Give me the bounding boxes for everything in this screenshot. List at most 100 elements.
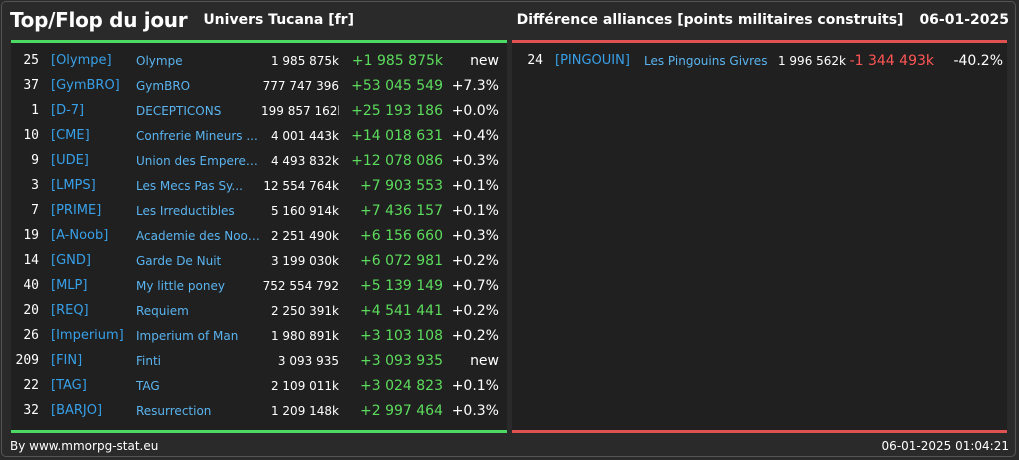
alliance-name-link[interactable]: GymBRO xyxy=(136,79,191,93)
alliance-name-link[interactable]: Les Irreductibles xyxy=(136,204,235,218)
points-difference: -1 344 493k xyxy=(849,53,934,69)
alliance-name-link[interactable]: Confrerie Mineurs ... xyxy=(136,129,258,143)
table-row: 32 [BARJO] Resurrection 1 209 148k +2 997 46… xyxy=(11,399,507,424)
table-row: 7 [PRIME] Les Irreductibles 5 160 914k +7 43… xyxy=(11,199,507,224)
alliance-tag-link[interactable]: [PRIME] xyxy=(51,203,102,218)
alliance-name-link[interactable]: Olympe xyxy=(136,54,183,68)
alliance-rank: 209 xyxy=(15,353,39,368)
table-row: 10 [CME] Confrerie Mineurs ... 4 001 443k +1… xyxy=(11,124,507,149)
top-alliances-panel: 25 [Olympe] Olympe 1 985 875k +1 985 875k new… xyxy=(11,40,507,433)
alliance-points: 1 996 562k xyxy=(777,54,846,68)
alliance-rank: 7 xyxy=(31,203,39,218)
table-row: 20 [REQ] Requiem 2 250 391k +4 541 441 +0.2% xyxy=(11,299,507,324)
alliance-rank: 9 xyxy=(31,153,39,168)
table-row: 37 [GymBRO] GymBRO 777 747 396 +53 045 549 +7… xyxy=(11,74,507,99)
alliance-points: 777 747 396 xyxy=(262,79,339,93)
points-difference: +53 045 549 xyxy=(351,78,443,94)
alliance-rank: 3 xyxy=(31,178,39,193)
alliance-tag-link[interactable]: [Olympe] xyxy=(51,53,112,68)
table-row: 3 [LMPS] Les Mecs Pas Sy... 12 554 764k +7 9… xyxy=(11,174,507,199)
alliance-tag-link[interactable]: [FIN] xyxy=(51,353,83,368)
table-row: 14 [GND] Garde De Nuit 3 199 030k +6 072 981… xyxy=(11,249,507,274)
points-difference: +7 436 157 xyxy=(360,203,443,219)
percent-change: +0.1% xyxy=(451,378,499,394)
ranking-subtitle: Différence alliances [points militaires … xyxy=(516,12,904,28)
page-title: Top/Flop du jour xyxy=(10,8,188,32)
alliance-name-link[interactable]: Finti xyxy=(136,354,162,368)
percent-change: +7.3% xyxy=(451,78,499,94)
table-row: 22 [TAG] TAG 2 109 011k +3 024 823 +0.1% xyxy=(11,374,507,399)
percent-change: +0.3% xyxy=(451,403,499,419)
percent-change: +0.2% xyxy=(451,328,499,344)
alliance-name-link[interactable]: Les Mecs Pas Sy... xyxy=(136,179,243,193)
alliance-rank: 40 xyxy=(23,278,39,293)
table-row: 1 [D-7] DECEPTICONS 199 857 162k +25 193 186… xyxy=(11,99,507,124)
alliance-points: 1 980 891k xyxy=(270,329,339,343)
percent-change: +0.3% xyxy=(451,228,499,244)
header-date: 06-01-2025 xyxy=(919,12,1009,28)
alliance-rank: 22 xyxy=(23,378,39,393)
alliance-points: 752 554 792 xyxy=(262,279,339,293)
alliance-tag-link[interactable]: [D-7] xyxy=(51,103,85,118)
alliance-name-link[interactable]: Imperium of Man xyxy=(136,329,239,343)
alliance-tag-link[interactable]: [LMPS] xyxy=(51,178,96,193)
alliance-points: 3 093 935 xyxy=(277,354,339,368)
alliance-name-link[interactable]: My little poney xyxy=(136,279,225,293)
points-difference: +3 103 108 xyxy=(360,328,443,344)
alliance-tag-link[interactable]: [TAG] xyxy=(51,378,87,393)
alliance-tag-link[interactable]: [REQ] xyxy=(51,303,89,318)
credit-text: By www.mmorpg-stat.eu xyxy=(10,439,159,453)
alliance-rank: 1 xyxy=(31,103,39,118)
percent-change: +0.2% xyxy=(451,253,499,269)
alliance-tag-link[interactable]: [GND] xyxy=(51,253,91,268)
percent-change: +0.1% xyxy=(451,178,499,194)
alliance-rank: 26 xyxy=(23,328,39,343)
percent-change: +0.2% xyxy=(451,303,499,319)
universe-label: Univers Tucana [fr] xyxy=(203,12,354,28)
alliance-rank: 37 xyxy=(23,78,39,93)
header: Top/Flop du jour Univers Tucana [fr] Dif… xyxy=(10,4,1009,36)
table-row: 40 [MLP] My little poney 752 554 792 +5 139 … xyxy=(11,274,507,299)
table-row: 26 [Imperium] Imperium of Man 1 980 891k +3 … xyxy=(11,324,507,349)
alliance-name-link[interactable]: Garde De Nuit xyxy=(136,254,222,268)
percent-change: +0.1% xyxy=(451,203,499,219)
alliance-tag-link[interactable]: [MLP] xyxy=(51,278,88,293)
table-row: 24 [PINGOUIN] Les Pingouins Givres 1 996 56… xyxy=(512,49,1007,74)
alliance-points: 4 001 443k xyxy=(270,129,339,143)
alliance-tag-link[interactable]: [CME] xyxy=(51,128,90,143)
points-difference: +1 985 875k xyxy=(351,53,443,69)
alliance-rank: 14 xyxy=(23,253,39,268)
alliance-tag-link[interactable]: [GymBRO] xyxy=(51,78,120,93)
alliance-tag-link[interactable]: [A-Noob] xyxy=(51,228,109,243)
alliance-points: 4 493 832k xyxy=(270,154,339,168)
alliance-rank: 10 xyxy=(23,128,39,143)
alliance-name-link[interactable]: DECEPTICONS xyxy=(136,104,222,118)
alliance-name-link[interactable]: Academie des Noob... xyxy=(136,229,262,243)
alliance-name-link[interactable]: TAG xyxy=(136,379,160,393)
points-difference: +25 193 186 xyxy=(351,103,443,119)
alliance-tag-link[interactable]: [Imperium] xyxy=(51,328,124,343)
alliance-tag-link[interactable]: [UDE] xyxy=(51,153,89,168)
footer-timestamp: 06-01-2025 01:04:21 xyxy=(881,439,1009,453)
alliance-points: 1 209 148k xyxy=(270,404,339,418)
alliance-points: 1 985 875k xyxy=(270,54,339,68)
alliance-rank: 20 xyxy=(23,303,39,318)
alliance-tag-link[interactable]: [PINGOUIN] xyxy=(555,53,630,68)
alliance-points: 3 199 030k xyxy=(270,254,339,268)
alliance-tag-link[interactable]: [BARJO] xyxy=(51,403,103,418)
alliance-points: 5 160 914k xyxy=(270,204,339,218)
points-difference: +12 078 086 xyxy=(351,153,443,169)
points-difference: +4 541 441 xyxy=(360,303,443,319)
alliance-rank: 25 xyxy=(23,53,39,68)
alliance-rank: 19 xyxy=(23,228,39,243)
points-difference: +14 018 631 xyxy=(351,128,443,144)
alliance-name-link[interactable]: Resurrection xyxy=(136,404,212,418)
alliance-name-link[interactable]: Requiem xyxy=(136,304,189,318)
percent-change: new xyxy=(470,53,499,69)
alliance-points: 12 554 764k xyxy=(263,179,339,193)
table-row: 9 [UDE] Union des Empereur... 4 493 832k +12… xyxy=(11,149,507,174)
flop-alliances-panel: 24 [PINGOUIN] Les Pingouins Givres 1 996 56… xyxy=(512,40,1007,433)
points-difference: +7 903 553 xyxy=(360,178,443,194)
alliance-name-link[interactable]: Les Pingouins Givres xyxy=(644,54,768,68)
alliance-name-link[interactable]: Union des Empereur... xyxy=(136,154,262,168)
